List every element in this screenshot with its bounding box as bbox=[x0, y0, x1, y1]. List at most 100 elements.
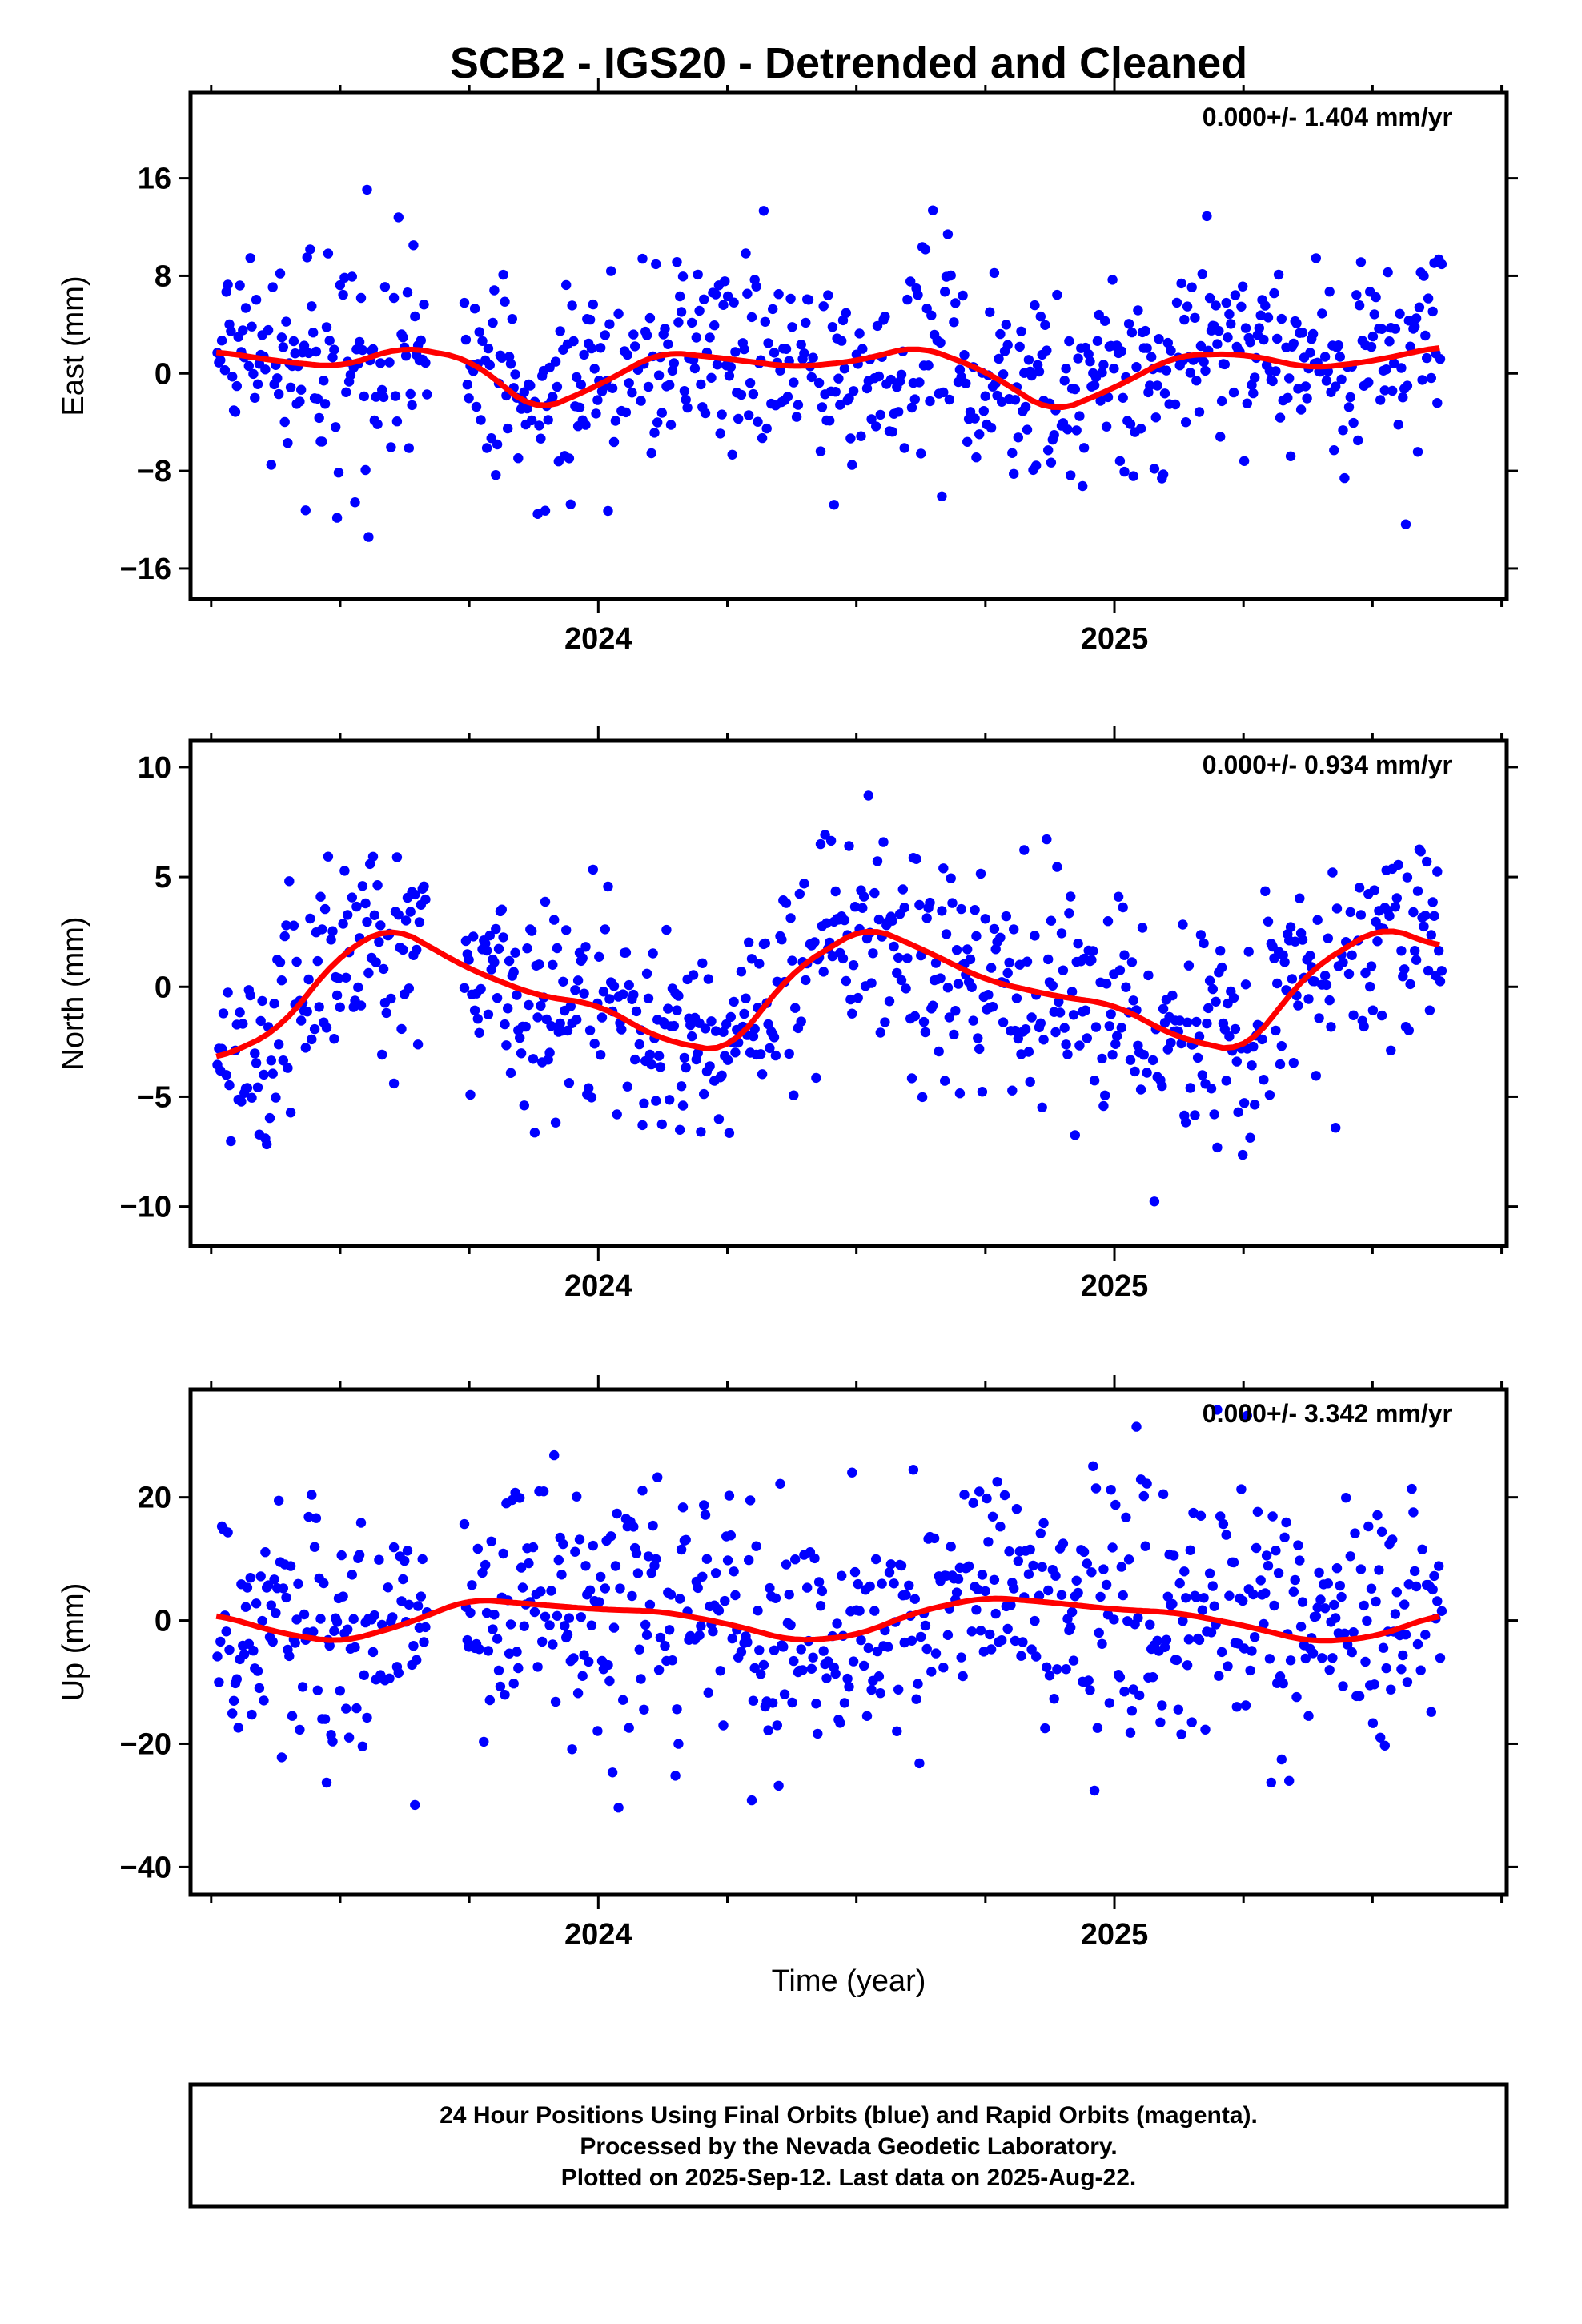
y-tick-label: 8 bbox=[155, 259, 171, 293]
data-point bbox=[669, 1020, 679, 1031]
data-point bbox=[729, 297, 739, 308]
data-point bbox=[1267, 376, 1278, 387]
data-point bbox=[1206, 1084, 1217, 1094]
data-point bbox=[606, 266, 616, 276]
data-point bbox=[844, 841, 854, 851]
data-point bbox=[700, 1510, 711, 1520]
data-point bbox=[863, 790, 874, 801]
data-point bbox=[404, 443, 414, 453]
data-point bbox=[1405, 341, 1415, 352]
data-point bbox=[1254, 323, 1265, 333]
data-point bbox=[1255, 1575, 1266, 1586]
data-point bbox=[1002, 967, 1013, 979]
data-point bbox=[727, 449, 737, 460]
data-point bbox=[757, 432, 768, 444]
data-point bbox=[1239, 1643, 1250, 1654]
data-point bbox=[906, 1635, 917, 1646]
footer-line-1: 24 Hour Positions Using Final Orbits (bl… bbox=[440, 2102, 1258, 2129]
y-tick-label: −40 bbox=[120, 1851, 171, 1884]
data-point bbox=[643, 993, 654, 1004]
data-point bbox=[868, 948, 878, 959]
data-point bbox=[854, 1606, 865, 1616]
data-point bbox=[973, 1584, 983, 1595]
data-point bbox=[1216, 396, 1227, 407]
data-point bbox=[1138, 1050, 1150, 1060]
data-point bbox=[1372, 1510, 1383, 1521]
data-point bbox=[1427, 1584, 1438, 1595]
data-point bbox=[859, 1660, 869, 1671]
data-point bbox=[974, 429, 985, 440]
data-point bbox=[388, 1078, 400, 1089]
x-tick-label: 2025 bbox=[1081, 622, 1149, 656]
data-point bbox=[524, 999, 534, 1011]
data-point bbox=[607, 1767, 618, 1778]
data-point bbox=[796, 1644, 806, 1655]
data-point bbox=[503, 1003, 513, 1014]
data-point bbox=[815, 1601, 826, 1611]
data-point bbox=[627, 1590, 637, 1602]
data-point bbox=[305, 244, 315, 255]
data-point bbox=[1255, 310, 1266, 320]
data-point bbox=[567, 300, 577, 311]
data-point bbox=[238, 325, 248, 336]
data-point bbox=[1058, 965, 1069, 975]
data-point bbox=[596, 1012, 608, 1023]
data-point bbox=[1078, 443, 1090, 453]
data-point bbox=[496, 904, 507, 915]
data-point bbox=[410, 311, 420, 322]
data-point bbox=[914, 899, 925, 911]
data-point bbox=[216, 336, 227, 346]
data-point bbox=[765, 1582, 775, 1594]
data-point bbox=[1248, 388, 1259, 399]
data-point bbox=[532, 1662, 543, 1672]
data-point bbox=[821, 1673, 832, 1683]
data-point bbox=[801, 317, 811, 328]
data-point bbox=[1090, 1483, 1102, 1494]
data-point bbox=[1315, 1594, 1326, 1605]
data-point bbox=[333, 973, 344, 983]
data-point bbox=[808, 1652, 818, 1663]
data-point bbox=[956, 903, 966, 915]
data-point bbox=[902, 953, 913, 963]
data-point bbox=[1312, 915, 1323, 925]
data-point bbox=[775, 1478, 785, 1490]
data-point bbox=[1038, 1518, 1049, 1529]
data-point bbox=[1393, 420, 1403, 430]
data-point bbox=[477, 1567, 488, 1578]
data-point bbox=[1191, 1592, 1202, 1602]
data-point bbox=[1185, 1545, 1196, 1556]
data-point bbox=[1264, 1654, 1275, 1664]
data-point bbox=[660, 324, 670, 334]
data-point bbox=[1046, 457, 1057, 468]
data-point bbox=[1066, 891, 1076, 902]
data-point bbox=[1400, 1630, 1411, 1640]
data-point bbox=[1414, 302, 1425, 312]
data-point bbox=[1078, 1546, 1090, 1558]
data-point bbox=[572, 1688, 584, 1699]
data-point bbox=[914, 377, 925, 388]
data-point bbox=[1369, 885, 1380, 895]
data-point bbox=[527, 926, 537, 936]
data-point bbox=[794, 888, 805, 899]
data-point bbox=[269, 999, 279, 1009]
data-point bbox=[489, 957, 500, 967]
data-point bbox=[667, 1655, 678, 1666]
x-tick-label: 2024 bbox=[564, 622, 632, 656]
data-point bbox=[696, 1621, 706, 1631]
data-point bbox=[675, 1124, 685, 1136]
data-point bbox=[1375, 395, 1386, 405]
data-point bbox=[1291, 318, 1302, 328]
data-point bbox=[710, 289, 721, 300]
data-point bbox=[720, 1595, 730, 1606]
data-point bbox=[323, 851, 334, 862]
data-point bbox=[1182, 1017, 1193, 1028]
data-point bbox=[729, 1566, 739, 1577]
data-point bbox=[1403, 1025, 1415, 1036]
data-point bbox=[1183, 1634, 1195, 1645]
data-point bbox=[785, 1620, 796, 1630]
data-point bbox=[335, 279, 345, 291]
data-point bbox=[637, 1486, 648, 1496]
data-point bbox=[1267, 1511, 1278, 1522]
data-point bbox=[872, 320, 883, 332]
data-point bbox=[701, 1554, 713, 1564]
